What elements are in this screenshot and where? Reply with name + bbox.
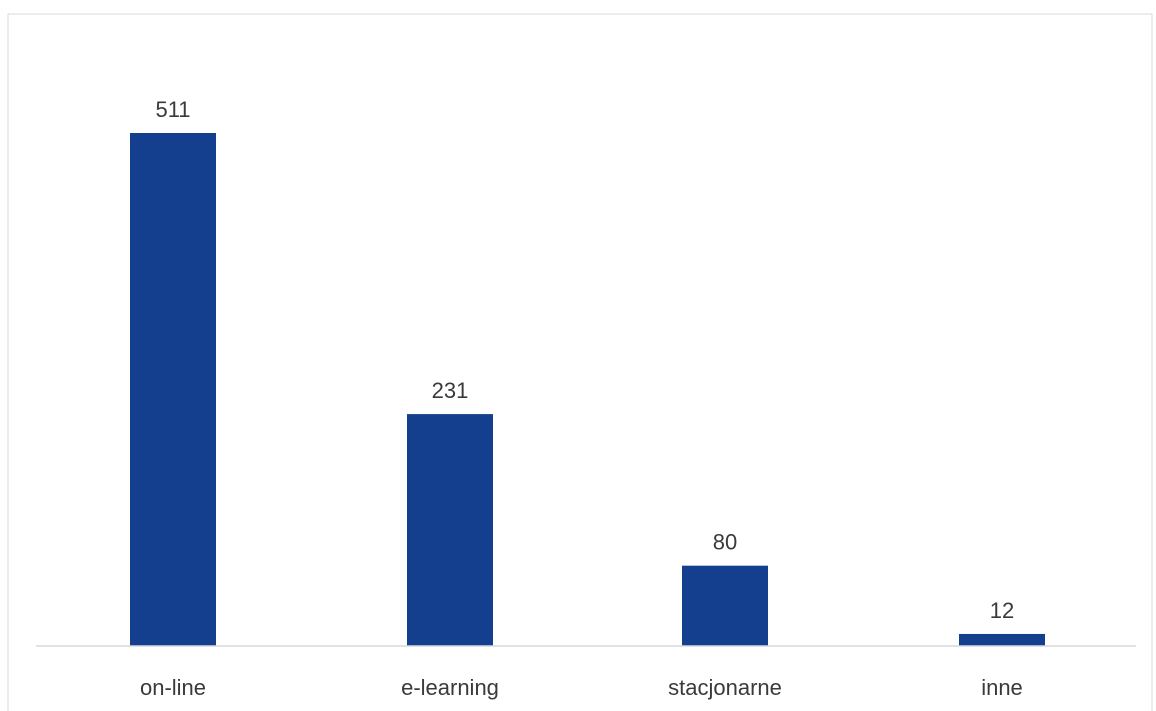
- x-tick-label-stacjonarne: stacjonarne: [668, 675, 782, 700]
- bar-on-line: [130, 133, 216, 646]
- x-tick-label-on-line: on-line: [140, 675, 206, 700]
- data-label-stacjonarne: 80: [713, 530, 737, 555]
- bar-inne: [959, 633, 1045, 646]
- data-labels-group: 511 231 80 12: [155, 97, 1014, 623]
- bar-e-learning: [407, 414, 493, 646]
- x-tick-label-e-learning: e-learning: [401, 675, 499, 700]
- data-label-inne: 12: [990, 598, 1014, 623]
- data-label-e-learning: 231: [432, 378, 469, 403]
- x-tick-label-inne: inne: [981, 675, 1023, 700]
- bars-group: [130, 133, 1045, 646]
- bar-stacjonarne: [682, 565, 768, 646]
- x-tick-labels-group: on-line e-learning stacjonarne inne: [140, 675, 1023, 700]
- data-label-on-line: 511: [155, 97, 190, 122]
